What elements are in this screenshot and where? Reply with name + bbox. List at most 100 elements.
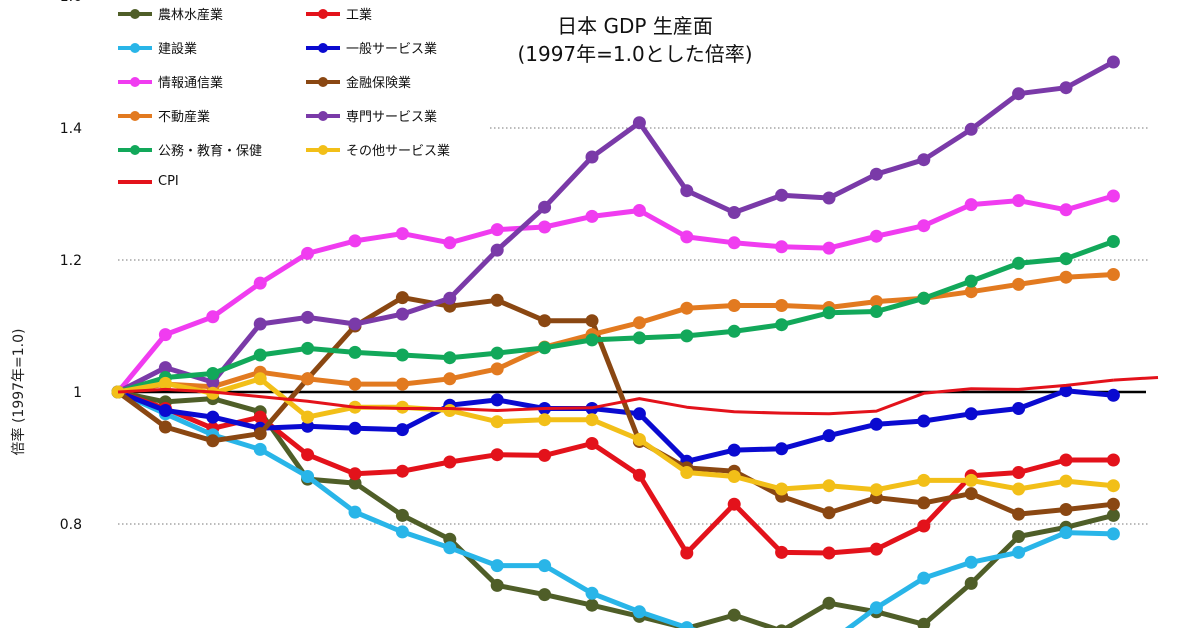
data-point xyxy=(680,466,694,479)
legend-swatch xyxy=(118,8,152,19)
legend-label: 専門サービス業 xyxy=(346,110,438,125)
y-tick-label: 1.6 xyxy=(60,0,82,5)
data-point xyxy=(869,483,883,497)
legend-item: 工業 xyxy=(306,4,372,23)
data-point xyxy=(158,420,172,434)
data-point xyxy=(822,306,836,320)
data-point xyxy=(538,588,552,602)
data-point xyxy=(632,316,646,330)
data-point xyxy=(158,361,172,375)
data-point xyxy=(1012,507,1026,521)
data-point xyxy=(348,421,362,435)
data-point xyxy=(443,291,457,305)
data-point xyxy=(1106,268,1120,281)
data-point xyxy=(301,419,315,433)
y-axis-label: 倍率 (1997年=1.0) xyxy=(11,328,27,456)
data-point xyxy=(1012,194,1026,208)
series-10 xyxy=(117,375,1159,416)
legend-label: 情報通信業 xyxy=(158,76,224,91)
data-point xyxy=(727,443,741,457)
data-point xyxy=(1012,482,1026,496)
chart-title: 日本 GDP 生産面 xyxy=(557,14,713,38)
grid-lines xyxy=(118,127,1150,525)
data-point xyxy=(395,525,409,539)
data-point xyxy=(822,191,836,205)
data-point xyxy=(585,598,599,612)
data-point xyxy=(301,470,315,483)
y-tick-label: 1.2 xyxy=(60,253,82,269)
data-point xyxy=(632,331,646,345)
series-line xyxy=(116,59,1115,395)
data-point xyxy=(775,188,789,202)
data-point xyxy=(395,464,409,478)
data-point xyxy=(253,372,267,386)
chart-subtitle: (1997年=1.0とした倍率) xyxy=(517,42,753,66)
legend-item: 一般サービス業 xyxy=(306,38,437,57)
data-point xyxy=(348,467,362,481)
series-line xyxy=(117,378,1114,416)
data-point xyxy=(727,497,741,511)
data-point xyxy=(680,329,694,343)
data-point xyxy=(1059,384,1073,398)
legend-label: その他サービス業 xyxy=(346,144,451,159)
data-point xyxy=(964,122,978,136)
data-point xyxy=(585,437,599,450)
data-point xyxy=(1106,527,1120,541)
data-point xyxy=(822,506,836,520)
data-point xyxy=(253,276,267,290)
data-point xyxy=(1012,466,1026,479)
data-point xyxy=(869,601,883,615)
data-point xyxy=(775,240,789,254)
data-point xyxy=(775,299,789,312)
data-point xyxy=(822,546,836,560)
data-point xyxy=(727,299,741,312)
data-point xyxy=(917,519,931,533)
data-point xyxy=(490,346,504,360)
series-line xyxy=(117,389,1114,556)
data-point xyxy=(1106,235,1120,248)
data-point xyxy=(585,333,599,347)
legend-label: 公務・教育・保健 xyxy=(158,144,263,159)
data-point xyxy=(869,167,883,181)
series-line xyxy=(117,239,1115,395)
data-point xyxy=(348,234,362,248)
data-point xyxy=(917,414,931,428)
data-point xyxy=(727,470,741,483)
legend-item: 金融保険業 xyxy=(306,72,411,91)
series-4 xyxy=(111,189,1120,399)
data-point xyxy=(1106,453,1120,467)
data-point xyxy=(395,423,409,437)
data-point xyxy=(680,184,694,198)
data-point xyxy=(490,559,504,573)
data-point xyxy=(1106,497,1120,511)
data-point xyxy=(917,496,931,510)
data-point xyxy=(301,448,315,462)
data-point xyxy=(680,230,694,244)
legend-swatch xyxy=(306,42,340,53)
data-point xyxy=(538,341,552,355)
y-tick-label: 0.8 xyxy=(60,517,82,533)
data-point xyxy=(538,413,552,427)
legend-swatch xyxy=(306,144,340,155)
data-point xyxy=(443,541,457,555)
series-line xyxy=(116,193,1115,394)
legend-label: 建設業 xyxy=(158,42,198,57)
series-line xyxy=(117,388,1114,464)
data-point xyxy=(727,236,741,250)
series-line xyxy=(116,389,1114,628)
data-point xyxy=(443,404,457,417)
legend-swatch xyxy=(306,76,340,87)
data-point xyxy=(917,153,931,167)
data-point xyxy=(869,295,883,309)
data-point xyxy=(253,317,267,331)
data-point xyxy=(1059,474,1073,488)
data-point xyxy=(964,407,978,421)
data-point xyxy=(632,116,646,130)
data-point xyxy=(1059,270,1073,284)
data-point xyxy=(1012,402,1026,415)
data-point xyxy=(348,505,362,519)
data-point xyxy=(1059,252,1073,266)
data-point xyxy=(775,318,789,332)
legend-swatch xyxy=(118,144,152,155)
